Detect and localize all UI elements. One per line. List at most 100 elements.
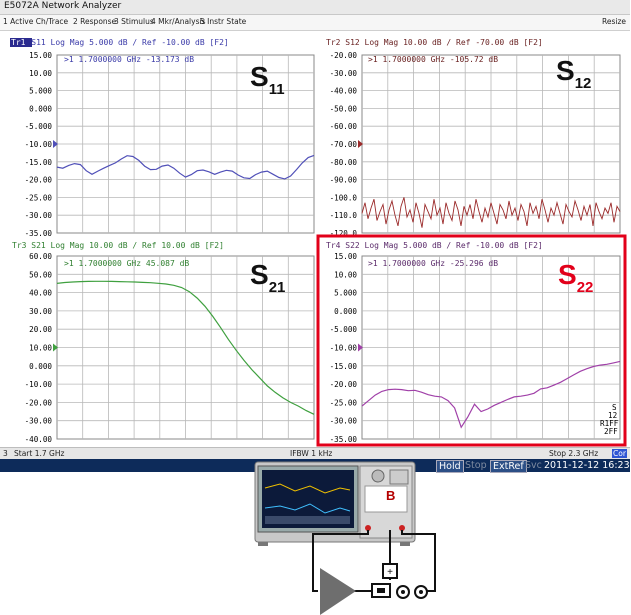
ref-marker-s22 — [358, 343, 363, 352]
resize-button[interactable]: Resize — [601, 17, 626, 26]
s-param-label-s21: S21 — [250, 259, 285, 296]
trace-header-s12: Tr2 S12 Log Mag 10.00 dB / Ref -70.00 dB… — [326, 38, 543, 47]
y-tick-label: -10.00 — [330, 344, 358, 353]
active-trace-tag[interactable]: Tr1 — [11, 38, 26, 47]
y-tick-label: -20.00 — [330, 51, 358, 60]
side-note-line-2: 12 — [608, 411, 617, 420]
marker-readout-s21: >1 1.7000000 GHz 45.087 dB — [64, 259, 189, 268]
y-tick-label: 0.000 — [334, 307, 357, 316]
y-tick-label: -110.0 — [330, 211, 358, 220]
amplifier-icon — [320, 568, 356, 615]
y-tick-label: -35.00 — [330, 435, 358, 444]
y-tick-label: -35.00 — [25, 229, 53, 238]
extref-indicator: ExtRef — [490, 460, 527, 473]
y-tick-label: -5.000 — [330, 325, 358, 334]
y-tick-label: -25.00 — [330, 398, 358, 407]
trace-display: Tr1 S11 Log Mag 5.000 dB / Ref -10.00 dB… — [10, 38, 627, 447]
ref-marker-s12 — [358, 140, 363, 148]
y-tick-label: 5.000 — [334, 289, 357, 298]
menu-instr-state[interactable]: 5 Instr State — [200, 17, 247, 26]
status-bar: 3 Start 1.7 GHz IFBW 1 kHz Stop 2.3 GHz … — [0, 447, 630, 459]
marker-readout-s12: >1 1.7000000 GHz -105.72 dB — [368, 55, 498, 64]
trace-tag-s12: Tr2 — [326, 38, 341, 47]
menu-mkr-analysis[interactable]: 4 Mkr/Analysis — [151, 17, 206, 26]
y-tick-label: -90.00 — [330, 176, 358, 185]
trace-line-s11 — [56, 154, 315, 180]
y-tick-label: 60.00 — [29, 252, 52, 261]
ifbw-setting[interactable]: IFBW 1 kHz — [290, 449, 333, 458]
trace-header-s22: Tr4 S22 Log Mag 5.000 dB / Ref -10.00 dB… — [326, 241, 543, 250]
side-note-line-3: R1FF — [600, 419, 619, 428]
date-time: 2011-12-12 16:23 — [544, 460, 630, 471]
ref-marker-s21 — [53, 343, 58, 352]
analyzer-instrument-icon — [254, 461, 416, 546]
trace-tag-s21: Tr3 — [12, 241, 27, 250]
y-tick-label: 15.00 — [334, 252, 357, 261]
port-b-label: B — [386, 488, 396, 503]
hold-button[interactable]: Hold — [436, 460, 464, 473]
y-tick-label: -30.00 — [25, 211, 53, 220]
trace-line-s12 — [361, 197, 621, 228]
side-note-line-1: S — [612, 403, 617, 412]
correction-badge: Cor — [612, 449, 627, 458]
title-bar: E5072A Network Analyzer — [0, 0, 630, 15]
panel-s12[interactable]: Tr2 S12 Log Mag 10.00 dB / Ref -70.00 dB… — [326, 38, 621, 238]
y-tick-label: 30.00 — [29, 307, 52, 316]
y-tick-label: -5.000 — [25, 122, 53, 131]
y-tick-label: -25.00 — [25, 193, 53, 202]
y-tick-label: 5.000 — [29, 87, 52, 96]
y-tick-label: 50.00 — [29, 270, 52, 279]
trace-settings-s22: S22 Log Mag 5.000 dB / Ref -10.00 dB [F2… — [340, 241, 542, 250]
panel-s21[interactable]: Tr3 S21 Log Mag 10.00 dB / Ref 10.00 dB … — [12, 241, 315, 444]
svc-indicator: Svc — [525, 460, 542, 471]
svg-text:+: + — [387, 567, 393, 578]
y-tick-label: 40.00 — [29, 289, 52, 298]
marker-readout-s11: >1 1.7000000 GHz -13.173 dB — [64, 55, 194, 64]
y-tick-label: -15.00 — [25, 158, 53, 167]
y-tick-label: 0.000 — [29, 104, 52, 113]
y-tick-label: 10.00 — [29, 344, 52, 353]
y-tick-label: -30.00 — [25, 417, 53, 426]
y-tick-label: -50.00 — [330, 104, 358, 113]
trace-settings-s21: S21 Log Mag 10.00 dB / Ref 10.00 dB [F2] — [26, 241, 223, 250]
measurement-setup-diagram: + — [254, 461, 436, 615]
stop-frequency[interactable]: Stop 2.3 GHz — [549, 449, 599, 458]
s-param-label-s22: S22 — [558, 259, 593, 296]
y-tick-label: -100.0 — [330, 193, 358, 202]
network-analyzer-window: E5072A Network Analyzer 1 Active Ch/Trac… — [0, 0, 630, 473]
s-param-label-s11: S11 — [250, 61, 285, 98]
highlight-frame-s22 — [316, 234, 627, 447]
trace-settings-s11: S11 Log Mag 5.000 dB / Ref -10.00 dB [F2… — [26, 38, 228, 47]
y-tick-label: -40.00 — [330, 87, 358, 96]
y-tick-label: 20.00 — [29, 325, 52, 334]
y-tick-label: -20.00 — [25, 398, 53, 407]
y-tick-label: -80.00 — [330, 158, 358, 167]
menu-bar: 1 Active Ch/Trace 2 Response 3 Stimulus … — [0, 15, 630, 31]
trace-header-s21: Tr3 S21 Log Mag 10.00 dB / Ref 10.00 dB … — [12, 241, 224, 250]
ref-marker-s11 — [53, 140, 58, 148]
y-tick-label: -40.00 — [25, 435, 53, 444]
y-tick-label: 15.00 — [29, 51, 52, 60]
panel-s11[interactable]: Tr1 S11 Log Mag 5.000 dB / Ref -10.00 dB… — [10, 38, 315, 238]
dut-attenuator-icon: + — [382, 563, 398, 579]
menu-active-ch-trace[interactable]: 1 Active Ch/Trace — [3, 17, 69, 26]
active-trace-highlight — [10, 38, 32, 47]
start-frequency[interactable]: Start 1.7 GHz — [14, 449, 65, 458]
menu-response[interactable]: 2 Response — [73, 17, 117, 26]
menu-stimulus[interactable]: 3 Stimulus — [114, 17, 154, 26]
y-tick-label: -30.00 — [330, 417, 358, 426]
y-tick-label: -30.00 — [330, 69, 358, 78]
stop-indicator: Stop — [465, 460, 487, 471]
y-tick-label: -10.00 — [25, 140, 53, 149]
channel-number: 3 — [3, 449, 8, 458]
y-tick-label: -10.00 — [25, 380, 53, 389]
y-tick-label: -20.00 — [25, 176, 53, 185]
y-tick-label: 0.000 — [29, 362, 52, 371]
trace-line-s21 — [56, 280, 315, 415]
panel-s22[interactable]: Tr4 S22 Log Mag 5.000 dB / Ref -10.00 dB… — [316, 234, 627, 447]
y-tick-label: -120.0 — [330, 229, 358, 238]
marker-readout-s22: >1 1.7000000 GHz -25.296 dB — [368, 259, 498, 268]
s-param-label-s12: S12 — [556, 55, 591, 92]
y-tick-label: -60.00 — [330, 122, 358, 131]
y-tick-label: 10.00 — [29, 69, 52, 78]
